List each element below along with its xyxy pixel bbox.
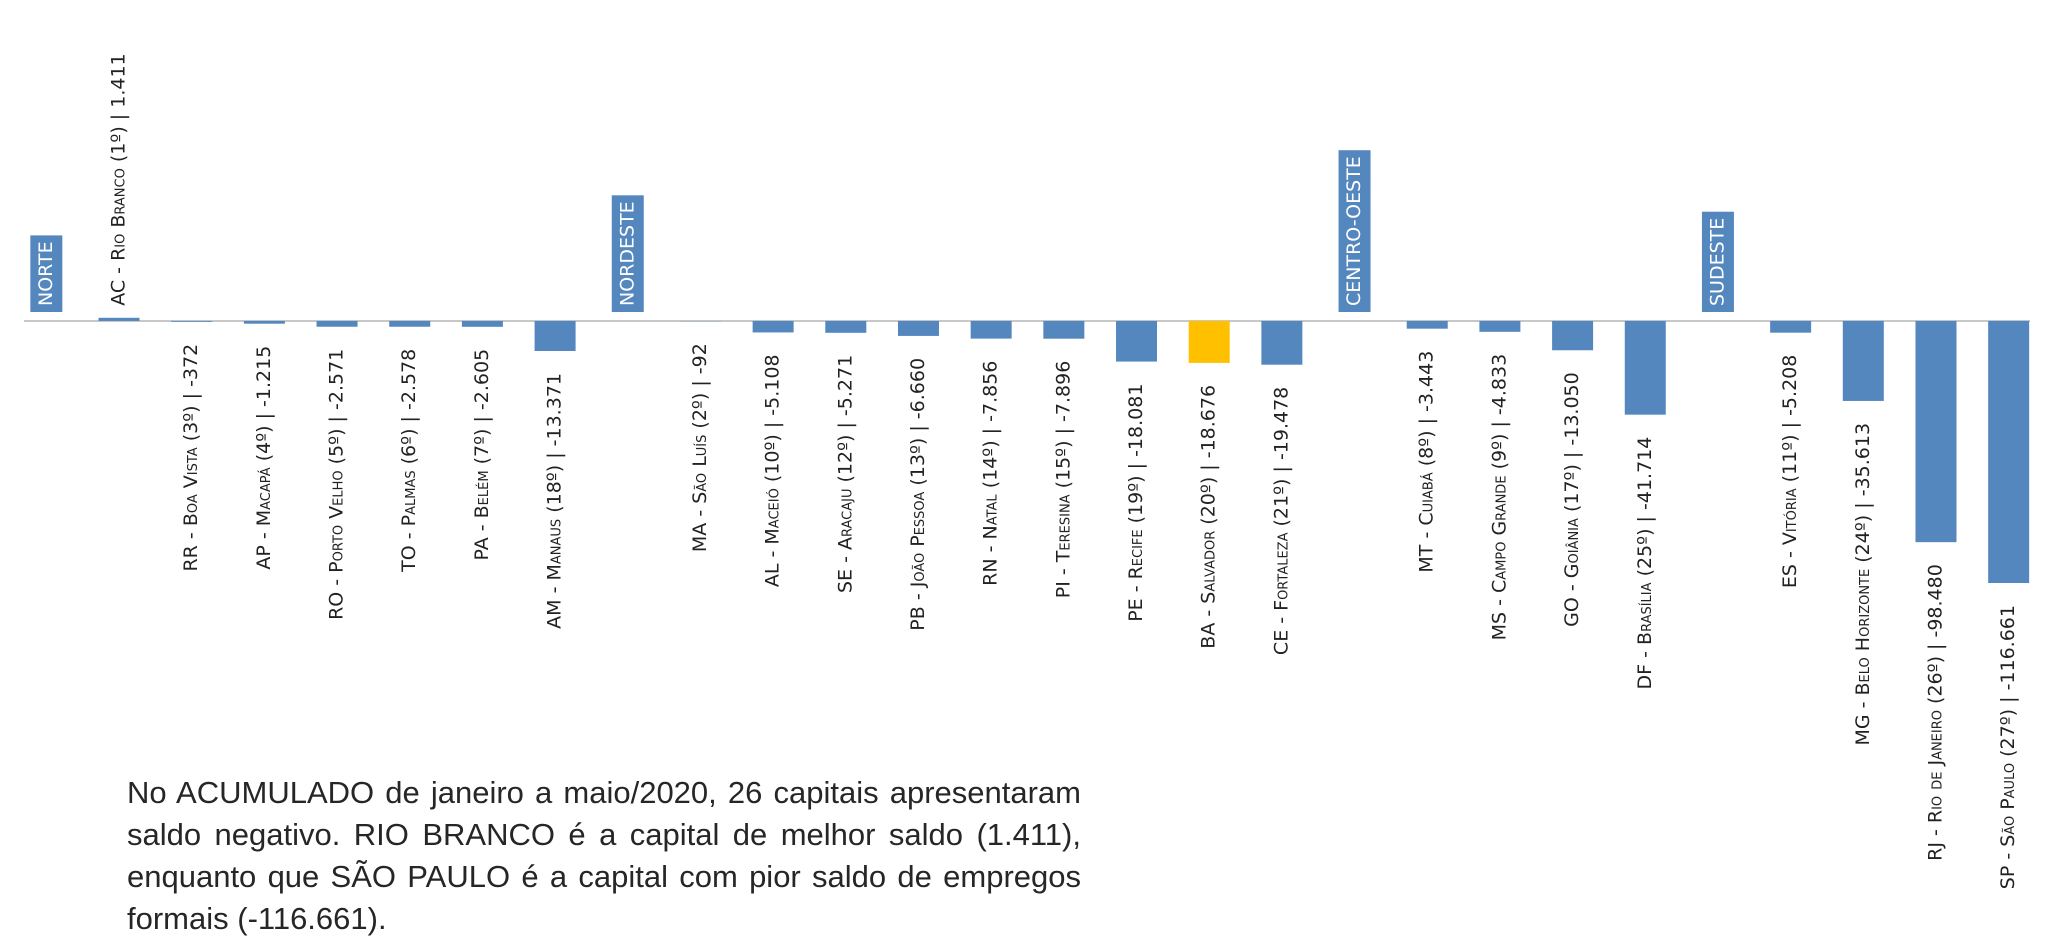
bar bbox=[1624, 320, 1666, 415]
category-label: AL - Maceió (10º) | -5.108 bbox=[762, 354, 784, 587]
region-box bbox=[1338, 150, 1371, 312]
region-box bbox=[30, 235, 63, 312]
bar bbox=[461, 320, 503, 327]
category-label: RR - Boa Vista (3º) | -372 bbox=[180, 344, 202, 572]
category-label: MG - Belo Horizonte (24º) | -35.613 bbox=[1852, 423, 1874, 746]
category-label: CE - Fortaleza (21º) | -19.478 bbox=[1270, 387, 1292, 655]
category-label: GO - Goiânia (17º) | -13.050 bbox=[1561, 372, 1583, 627]
bar bbox=[243, 320, 285, 324]
bar bbox=[825, 320, 867, 333]
bar bbox=[1116, 320, 1158, 362]
bar bbox=[98, 317, 140, 321]
bar bbox=[752, 320, 794, 333]
region-box bbox=[611, 195, 644, 312]
region-label: CENTRO-OESTE bbox=[1343, 156, 1365, 306]
category-label: SE - Aracaju (12º) | -5.271 bbox=[834, 355, 856, 593]
category-label: DF - Brasília (25º) | -41.714 bbox=[1634, 437, 1656, 690]
category-label: MA - São Luís (2º) | -92 bbox=[689, 343, 711, 552]
annotation: No ACUMULADO de janeiro a maio/2020, 26 … bbox=[127, 775, 1081, 936]
bar bbox=[970, 320, 1012, 339]
category-label: PE - Recife (19º) | -18.081 bbox=[1125, 384, 1147, 622]
bar bbox=[1261, 320, 1303, 365]
category-label: RN - Natal (14º) | -7.856 bbox=[980, 361, 1002, 586]
category-label: MS - Campo Grande (9º) | -4.833 bbox=[1488, 354, 1510, 641]
category-label: PI - Teresina (15º) | -7.896 bbox=[1052, 361, 1074, 598]
category-label: PA - Belém (7º) | -2.605 bbox=[471, 349, 493, 561]
bar bbox=[1552, 320, 1594, 351]
category-label: AP - Macapá (4º) | -1.215 bbox=[253, 346, 275, 570]
category-label: SP - São Paulo (27º) | -116.661 bbox=[1997, 605, 2019, 889]
category-label: TO - Palmas (6º) | -2.578 bbox=[398, 349, 420, 573]
bar bbox=[1988, 320, 2030, 584]
bar bbox=[1188, 320, 1230, 363]
bar bbox=[897, 320, 939, 336]
bar bbox=[1406, 320, 1448, 329]
category-label: RJ - Rio de Janeiro (26º) | -98.480 bbox=[1924, 564, 1946, 861]
category-label: BA - Salvador (20º) | -18.676 bbox=[1198, 385, 1220, 649]
category-label: AC - Rio Branco (1º) | 1.411 bbox=[108, 53, 130, 305]
bar bbox=[1842, 320, 1884, 401]
bar bbox=[1770, 320, 1812, 333]
category-label: MT - Cuiabá (8º) | -3.443 bbox=[1416, 351, 1438, 573]
region-label: NORDESTE bbox=[616, 201, 638, 306]
bar bbox=[1915, 320, 1957, 543]
region-label: NORTE bbox=[35, 241, 57, 306]
bar bbox=[316, 320, 358, 327]
category-label: RO - Porto Velho (5º) | -2.571 bbox=[326, 349, 348, 620]
bar bbox=[1479, 320, 1521, 332]
region-label: SUDESTE bbox=[1706, 218, 1728, 306]
bar bbox=[534, 320, 576, 351]
category-label: PB - João Pessoa (13º) | -6.660 bbox=[907, 358, 929, 631]
bar bbox=[1043, 320, 1085, 339]
bar bbox=[389, 320, 431, 327]
category-label: AM - Manaus (18º) | -13.371 bbox=[544, 373, 566, 629]
region-box bbox=[1701, 211, 1734, 312]
category-label: ES - Vitória (11º) | -5.208 bbox=[1779, 355, 1801, 589]
bar bbox=[171, 320, 213, 322]
